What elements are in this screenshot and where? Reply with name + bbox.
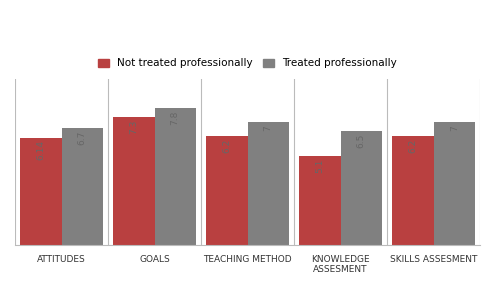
- Text: 7.3: 7.3: [130, 120, 138, 134]
- Bar: [392, 136, 434, 245]
- Text: 6.5: 6.5: [356, 134, 366, 148]
- Text: 7.8: 7.8: [170, 111, 179, 125]
- Bar: [434, 123, 475, 245]
- Bar: [113, 117, 154, 245]
- Bar: [62, 128, 103, 245]
- Text: 6.2: 6.2: [222, 139, 232, 153]
- Text: 7: 7: [450, 125, 458, 131]
- Bar: [248, 123, 289, 245]
- Text: 6.7: 6.7: [78, 130, 86, 145]
- Text: 7: 7: [264, 125, 272, 131]
- Bar: [206, 136, 248, 245]
- Bar: [154, 108, 196, 245]
- Text: 5.1: 5.1: [316, 158, 324, 173]
- Legend: Not treated professionally, Treated professionally: Not treated professionally, Treated prof…: [94, 54, 401, 72]
- Text: 6.14: 6.14: [36, 140, 46, 160]
- Bar: [299, 156, 341, 245]
- Bar: [340, 131, 382, 245]
- Bar: [20, 138, 61, 245]
- Text: 6.2: 6.2: [408, 139, 418, 153]
